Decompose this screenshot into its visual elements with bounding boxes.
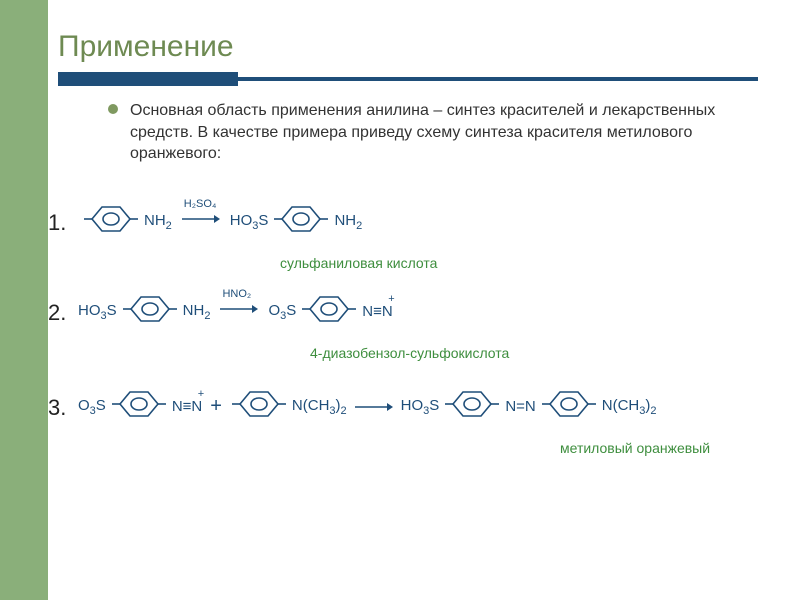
formula: N≡N +	[172, 398, 202, 415]
benzene-ring-icon	[123, 292, 177, 331]
formula: N≡N +	[362, 303, 392, 320]
formula: N(CH3)2	[602, 397, 657, 417]
formula: N=N	[505, 398, 535, 415]
benzene-ring-icon	[302, 292, 356, 331]
arrow-icon	[220, 302, 258, 316]
formula: N(CH3)2	[292, 397, 347, 417]
benzene-ring-icon	[112, 387, 166, 426]
underline-thick	[58, 72, 238, 86]
arrow-with-label: HNO₂	[220, 302, 258, 321]
reagent-label: H₂SO₄	[184, 198, 217, 210]
formula: NH2	[183, 302, 211, 322]
reaction-2: HO3S NH2 HNO₂ O3S N≡N +	[78, 292, 393, 331]
formula: HO3S	[78, 302, 117, 322]
benzene-ring-icon	[445, 387, 499, 426]
product-caption-1: сульфаниловая кислота	[280, 255, 437, 271]
product-caption-2: 4-диазобензол-сульфокислота	[310, 345, 509, 361]
reaction-num-1: 1.	[48, 210, 66, 236]
benzene-ring-icon	[274, 202, 328, 241]
reaction-num-2: 2.	[48, 300, 66, 326]
formula: NH2	[144, 212, 172, 232]
title-bar: Применение	[58, 30, 234, 64]
reaction-3: O3S N≡N + + N(CH3)2 HO3S N=N	[78, 387, 657, 426]
reaction-num-3: 3.	[48, 395, 66, 421]
benzene-ring-icon	[84, 202, 138, 241]
plus-sign: +	[210, 395, 222, 418]
formula: O3S	[78, 397, 106, 417]
benzene-ring-icon	[232, 387, 286, 426]
title-underline	[58, 72, 758, 86]
intro-text: Основная область применения анилина – си…	[130, 100, 750, 165]
benzene-ring-icon	[542, 387, 596, 426]
formula: O3S	[268, 302, 296, 322]
reagent-label: HNO₂	[222, 288, 251, 300]
formula: HO3S	[401, 397, 440, 417]
formula: HO3S	[230, 212, 269, 232]
page-title: Применение	[58, 30, 234, 64]
reaction-1: NH2 H₂SO₄ HO3S NH2	[82, 202, 362, 241]
arrow-icon	[182, 212, 220, 226]
formula: NH2	[334, 212, 362, 232]
sidebar	[0, 0, 48, 600]
arrow-with-label: H₂SO₄	[182, 212, 220, 231]
bullet-icon	[108, 104, 118, 114]
arrow-icon	[355, 400, 393, 414]
product-caption-3: метиловый оранжевый	[560, 440, 710, 456]
